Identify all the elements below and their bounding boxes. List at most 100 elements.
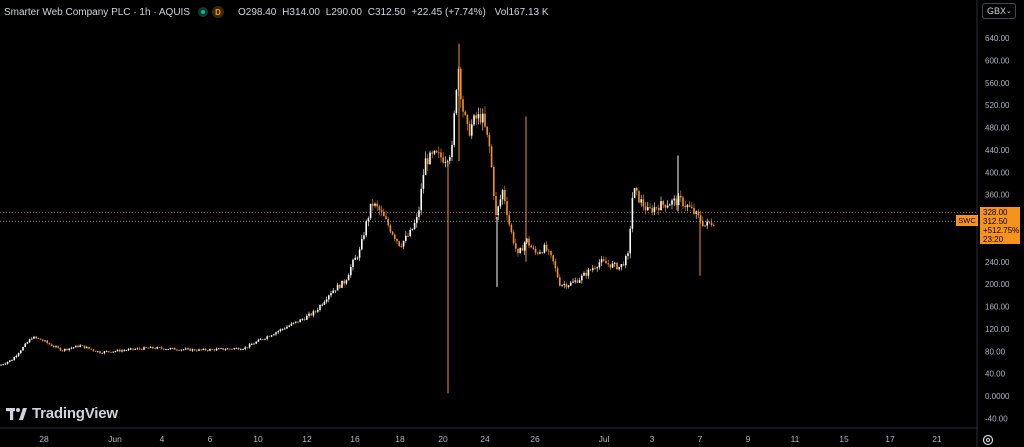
candle-body: [35, 336, 37, 339]
x-tick-label: 6: [208, 434, 213, 444]
candle-body: [185, 348, 187, 350]
candle-body: [649, 207, 651, 209]
candle-body: [99, 351, 101, 354]
candle-body: [251, 344, 253, 345]
candle-body: [237, 347, 240, 350]
candle-body: [229, 348, 231, 350]
gear-icon[interactable]: [981, 433, 995, 447]
high-label: H: [282, 6, 290, 18]
candle-body: [72, 347, 75, 349]
candle-body: [325, 299, 328, 302]
candle-body: [475, 115, 477, 119]
delayed-data-badge[interactable]: D: [212, 6, 224, 18]
currency-value: GBX: [987, 6, 1007, 16]
tradingview-logo[interactable]: TradingView: [6, 405, 118, 422]
candle-body: [365, 221, 367, 236]
candle-body: [167, 349, 169, 350]
candle-body: [44, 340, 46, 342]
candle-body: [409, 230, 411, 237]
low-label: L: [325, 6, 332, 18]
candle-body: [658, 207, 660, 211]
time-axis[interactable]: 28 Jun 4 6 10 12 16 18 20 24 26 Jul 3 7 9 11 15 17 21: [39, 434, 942, 444]
candle-body: [666, 205, 669, 208]
x-tick-label: 28: [39, 434, 49, 444]
candle-body: [697, 211, 700, 216]
candle-body: [372, 203, 374, 206]
candle-body: [385, 216, 387, 219]
candle-body: [651, 208, 653, 213]
candle-body: [215, 348, 218, 351]
candle-body: [490, 146, 493, 167]
candle-body: [204, 348, 207, 351]
candle-body: [110, 351, 112, 353]
candle-body: [380, 210, 383, 212]
currency-select[interactable]: GBX ⌄: [982, 3, 1016, 19]
candle-body: [50, 344, 53, 347]
candle-body: [55, 346, 57, 348]
candle-body: [9, 360, 11, 362]
candle-body: [26, 342, 29, 344]
x-tick-label: 24: [480, 434, 490, 444]
candle-body: [545, 244, 548, 251]
candle-body: [438, 152, 440, 154]
candle-body: [61, 350, 64, 352]
candle-body: [132, 348, 134, 350]
candle-body: [638, 190, 640, 203]
candle-body: [59, 347, 62, 351]
candle-body: [4, 363, 7, 365]
y-tick-label: 480.00: [985, 124, 1010, 133]
candle-body: [625, 255, 627, 266]
candle-body: [163, 348, 165, 350]
candle-body: [660, 201, 662, 211]
candle-body: [479, 114, 482, 123]
candle-body: [145, 347, 147, 349]
candle-body: [543, 244, 546, 253]
candle-body: [556, 268, 559, 278]
candle-body: [673, 198, 675, 201]
candle-body: [418, 210, 420, 217]
candle-body: [596, 267, 598, 269]
candle-body: [226, 348, 229, 350]
candle-body: [603, 259, 605, 261]
candle-body: [222, 348, 224, 350]
candle-body: [383, 211, 385, 217]
candle-body: [482, 113, 484, 123]
symbol-title[interactable]: Smarter Web Company PLC · 1h · AQUIS: [4, 6, 190, 18]
candle-body: [488, 134, 491, 147]
candle-body: [187, 348, 189, 350]
x-tick-label: 18: [395, 434, 405, 444]
candle-body: [589, 269, 592, 271]
candle-body: [484, 113, 486, 127]
candle-body: [180, 349, 183, 351]
candle-body: [220, 348, 222, 350]
candle-body: [264, 338, 266, 340]
market-status-icon[interactable]: [198, 7, 208, 17]
candle-body: [273, 334, 275, 336]
candle-body: [341, 280, 343, 288]
candle-body: [532, 247, 535, 249]
candle-body: [598, 262, 601, 268]
candle-body: [103, 351, 106, 354]
candle-body: [554, 261, 557, 269]
candle-body: [611, 263, 614, 268]
y-tick-label: 40.00: [985, 370, 1006, 379]
candle-body: [537, 252, 539, 254]
candle-body: [39, 338, 42, 340]
candle-body: [559, 277, 561, 286]
candle-body: [211, 349, 213, 350]
candle-body: [435, 150, 438, 153]
symbol-legend[interactable]: Smarter Web Company PLC · 1h · AQUIS D O…: [4, 4, 552, 20]
candle-body: [347, 275, 350, 281]
candle-body: [493, 166, 495, 197]
candle-body: [471, 124, 473, 136]
candle-body: [57, 346, 59, 348]
y-tick-label: 640.00: [985, 34, 1010, 43]
candle-body: [314, 311, 317, 313]
logo-text: TradingView: [32, 405, 118, 422]
candle-body: [376, 203, 378, 207]
y-tick-label: 200.00: [985, 280, 1010, 289]
candle-body: [240, 349, 242, 351]
candle-body: [295, 321, 297, 323]
candle-body: [319, 305, 321, 310]
